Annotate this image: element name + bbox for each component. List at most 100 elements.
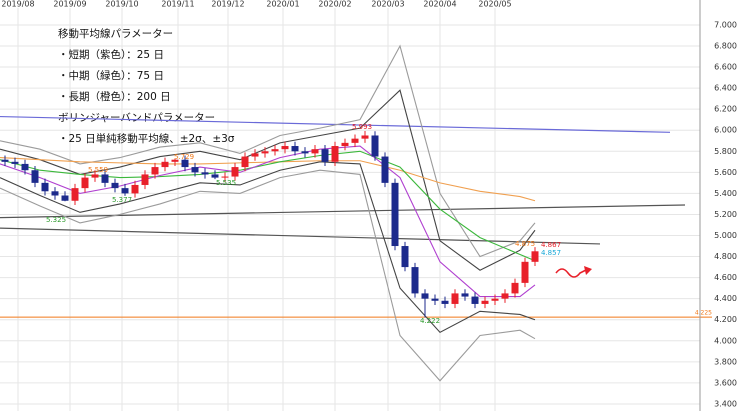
candle-body xyxy=(131,184,139,194)
candle-body xyxy=(481,300,489,304)
candle-body xyxy=(21,163,29,171)
price-annotation: 4.875 xyxy=(515,240,535,248)
candle-body xyxy=(211,174,219,178)
price-annotation: 5.559 xyxy=(88,166,108,174)
note: ・短期（紫色）：25 日 xyxy=(58,48,164,61)
candle-body xyxy=(201,172,209,175)
candle-body xyxy=(1,159,9,162)
y-tick-label: 6.000 xyxy=(714,126,737,135)
candle-body xyxy=(261,151,269,154)
y-tick-label: 4.000 xyxy=(714,336,737,345)
candle-body xyxy=(271,149,279,152)
note: ・中期（緑色）：75 日 xyxy=(58,69,164,82)
price-annotation: 5.325 xyxy=(46,216,66,224)
arrow xyxy=(555,268,589,278)
x-tick-label: 2020/02 xyxy=(318,0,351,9)
x-tick-label: 2019/11 xyxy=(161,0,194,9)
y-tick-label: 7.000 xyxy=(714,20,737,29)
candle-body xyxy=(461,293,469,297)
y-tick-label: 5.600 xyxy=(714,168,737,177)
y-tick-label: 6.200 xyxy=(714,105,737,114)
candle-body xyxy=(91,174,99,178)
candle-body xyxy=(441,300,449,304)
candle-body xyxy=(71,188,79,201)
x-tick-label: 2020/04 xyxy=(423,0,456,9)
y-tick-label: 3.400 xyxy=(714,399,737,408)
note: 移動平均線パラメーター xyxy=(58,27,173,40)
note: ・長期（橙色）：200 日 xyxy=(58,90,171,103)
x-tick-label: 2019/09 xyxy=(53,0,86,9)
x-tick-label: 2020/03 xyxy=(371,0,404,9)
candle-body xyxy=(121,188,129,194)
y-tick-label: 6.800 xyxy=(714,42,737,51)
y-tick-label: 4.600 xyxy=(714,273,737,282)
candle-body xyxy=(381,156,389,183)
candle-body xyxy=(451,293,459,304)
candle-body xyxy=(431,298,439,301)
price-annotation: 5.993 xyxy=(352,123,372,131)
y-tick-label: 4.400 xyxy=(714,294,737,303)
candle-body xyxy=(341,142,349,147)
candle-body xyxy=(491,298,499,301)
x-tick-label: 2020/05 xyxy=(478,0,511,9)
y-tick-label: 5.000 xyxy=(714,231,737,240)
note: ・25 日単純移動平均線、±2σ、±3σ xyxy=(58,132,235,145)
candle-body xyxy=(361,135,369,139)
y-tick-label: 5.400 xyxy=(714,189,737,198)
candle-body xyxy=(141,174,149,185)
x-tick-label: 2019/10 xyxy=(105,0,138,9)
plot: 移動平均線パラメーター・短期（紫色）：25 日・中期（緑色）：75 日・長期（橙… xyxy=(0,27,712,382)
candle-body xyxy=(321,149,329,162)
x-tick-label: 2019/12 xyxy=(211,0,244,9)
price-annotation: 4.222 xyxy=(420,317,440,325)
indicator-line xyxy=(0,169,536,382)
candle-body xyxy=(511,282,519,294)
candle-body xyxy=(501,293,509,299)
candle-body xyxy=(421,293,429,299)
x-tick-label: 2019/08 xyxy=(1,0,34,9)
candle-body xyxy=(11,161,19,164)
candle-body xyxy=(231,167,239,177)
support-label: 4.225 xyxy=(695,310,712,317)
candle-body xyxy=(281,146,289,150)
price-annotation: 4.867 xyxy=(541,241,561,249)
indicator-line xyxy=(0,145,536,298)
y-tick-label: 3.800 xyxy=(714,357,737,366)
candle-body xyxy=(171,159,179,162)
trend-line xyxy=(0,227,601,245)
y-tick-label: 4.200 xyxy=(714,315,737,324)
price-annotation: 5.729 xyxy=(174,153,194,161)
candle-body xyxy=(151,167,159,175)
indicator-line xyxy=(0,89,536,271)
x-tick-label: 2020/01 xyxy=(266,0,299,9)
candle-body xyxy=(81,177,89,189)
candle-body xyxy=(181,159,189,168)
candle-body xyxy=(291,146,299,152)
candle-body xyxy=(331,146,339,162)
candle-body xyxy=(161,161,169,168)
candle-body xyxy=(311,149,319,154)
candle-body xyxy=(241,156,249,168)
candle-body xyxy=(221,176,229,178)
arrow-head xyxy=(584,266,592,275)
candle-body xyxy=(111,182,119,189)
candle-body xyxy=(391,182,399,247)
candle-body xyxy=(61,195,69,201)
candle-body xyxy=(251,153,259,157)
candle-body xyxy=(371,135,379,157)
candle-body xyxy=(401,246,409,268)
candle-body xyxy=(101,174,109,183)
indicator-line xyxy=(0,161,536,334)
price-annotation: 5.535 xyxy=(216,179,236,187)
candle-body xyxy=(191,167,199,173)
price-annotation: 5.377 xyxy=(112,196,132,204)
y-tick-label: 4.800 xyxy=(714,252,737,261)
candle-body xyxy=(351,138,359,143)
candle-body xyxy=(51,191,59,196)
y-tick-label: 6.400 xyxy=(714,84,737,93)
y-tick-label: 5.800 xyxy=(714,147,737,156)
candle-body xyxy=(31,170,39,183)
